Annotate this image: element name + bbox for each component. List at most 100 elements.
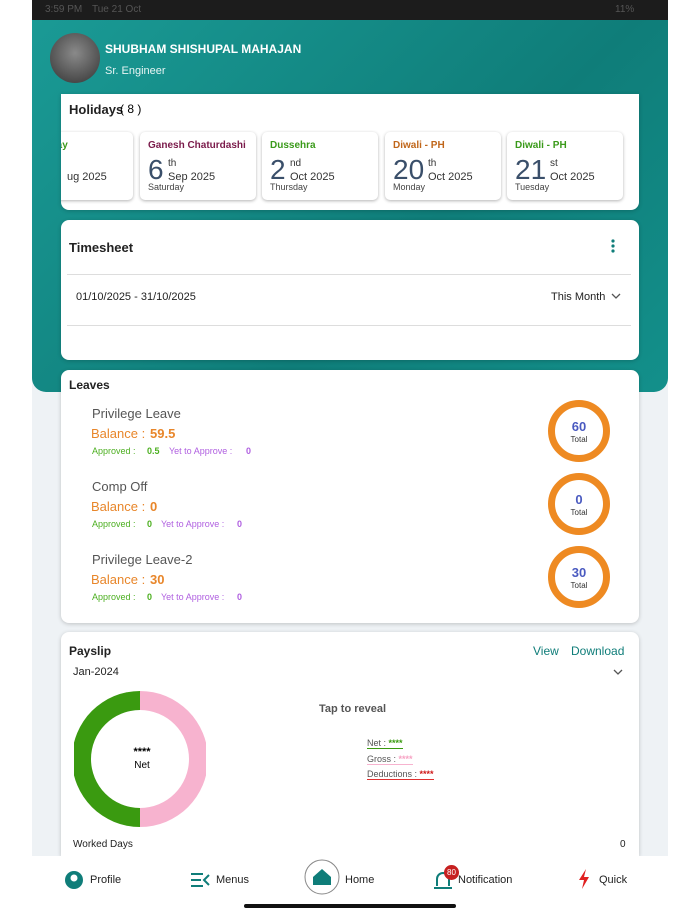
user-name: SHUBHAM SHISHUPAL MAHAJAN — [105, 42, 302, 56]
leave-total-label: Total — [570, 508, 588, 517]
avatar[interactable] — [50, 33, 100, 83]
worked-days-value: 0 — [620, 839, 626, 850]
holiday-name: Ganesh Chaturdashi — [148, 140, 246, 151]
holiday-name: Diwali - PH — [393, 140, 445, 151]
holiday-suffix: th — [168, 158, 177, 169]
holiday-name: Dussehra — [270, 140, 316, 151]
timesheet-title: Timesheet — [69, 240, 134, 255]
home-indicator — [244, 904, 456, 908]
balance-label: Balance : — [91, 426, 146, 441]
holidays-card: Holidays ( 8 ) ence day ug 2025 Ganesh Cha… — [61, 94, 639, 210]
holiday-name: ence day — [61, 140, 68, 151]
menus-icon[interactable] — [190, 872, 210, 888]
net-value: **** — [388, 738, 403, 748]
leave-total: 30 — [571, 565, 587, 580]
leave-total-label: Total — [570, 581, 588, 590]
holiday-card[interactable]: Ganesh Chaturdashi 6 th Sep 2025 Saturday — [140, 132, 256, 200]
leave-ring: 0 Total — [548, 473, 610, 535]
more-icon[interactable] — [609, 238, 617, 254]
holiday-month: Oct 2025 — [290, 171, 335, 183]
gross-label: Gross : — [367, 754, 397, 764]
pending-label: Yet to Approve : — [161, 592, 225, 602]
holiday-day: 20 — [393, 154, 425, 185]
net-row: Net : **** — [367, 738, 403, 749]
holiday-month: ug 2025 — [67, 171, 107, 183]
holiday-month: Oct 2025 — [550, 171, 595, 183]
chevron — [611, 293, 621, 299]
nav-profile[interactable]: Profile — [90, 874, 122, 886]
profile-icon[interactable] — [64, 870, 84, 890]
net-label: Net : — [367, 738, 387, 748]
holidays-title: Holidays — [69, 102, 124, 117]
nav-menus[interactable]: Menus — [216, 874, 250, 886]
holiday-weekday: Monday — [393, 182, 426, 192]
view-link[interactable]: View — [533, 644, 559, 658]
holidays-count: ( 8 ) — [120, 102, 142, 116]
leave-total-label: Total — [570, 435, 588, 444]
pending-value: 0 — [237, 592, 243, 602]
holiday-card[interactable]: Dussehra 2 nd Oct 2025 Thursday — [262, 132, 378, 200]
holiday-month: Sep 2025 — [168, 171, 216, 183]
donut-value: **** — [133, 746, 151, 758]
bottom-nav: Profile Menus Home 80 Notification Quick — [32, 856, 668, 915]
leaves-title: Leaves — [69, 378, 110, 392]
gross-row: Gross : **** — [367, 754, 413, 765]
gross-value: **** — [398, 754, 413, 764]
donut-label: Net — [134, 760, 150, 771]
holiday-day: 2 — [270, 154, 286, 185]
nav-quick[interactable]: Quick — [599, 874, 628, 886]
leave-ring: 30 Total — [548, 546, 610, 608]
balance-value: 30 — [150, 572, 165, 587]
holiday-day: 6 — [148, 154, 164, 185]
leave-name: Comp Off — [92, 479, 148, 494]
nav-notification[interactable]: Notification — [458, 874, 513, 886]
quick-icon[interactable] — [577, 868, 591, 890]
pending-label: Yet to Approve : — [169, 446, 233, 456]
nav-home[interactable]: Home — [345, 874, 375, 886]
balance-label: Balance : — [91, 499, 146, 514]
holiday-suffix: st — [550, 158, 558, 169]
balance-value: 59.5 — [150, 426, 176, 441]
worked-days-label: Worked Days — [73, 839, 133, 850]
leave-name: Privilege Leave-2 — [92, 552, 193, 567]
leave-total: 0 — [575, 492, 583, 507]
leave-name: Privilege Leave — [92, 406, 181, 421]
timesheet-filter[interactable]: This Month — [551, 291, 606, 303]
pending-label: Yet to Approve : — [161, 519, 225, 529]
status-time: 3:59 PM — [45, 4, 83, 15]
approved-label: Approved : — [92, 519, 136, 529]
approved-label: Approved : — [92, 592, 136, 602]
user-role: Sr. Engineer — [105, 65, 166, 77]
holiday-suffix: th — [428, 158, 437, 169]
timesheet-card: Timesheet 01/10/2025 - 31/10/2025 This M… — [61, 220, 639, 360]
balance-value: 0 — [150, 499, 158, 514]
holiday-weekday: Thursday — [270, 182, 308, 192]
leave-ring: 60 Total — [548, 400, 610, 462]
holiday-day: 21 — [515, 154, 547, 185]
holiday-month: Oct 2025 — [428, 171, 473, 183]
leave-total: 60 — [571, 419, 587, 434]
chevron — [613, 669, 623, 675]
approved-value: 0.5 — [147, 446, 160, 456]
approved-value: 0 — [147, 592, 153, 602]
status-bar — [32, 0, 668, 20]
leaves-card: Leaves Privilege Leave Balance : 59.5 Appro… — [61, 370, 639, 623]
approved-label: Approved : — [92, 446, 136, 456]
holiday-card[interactable]: ence day ug 2025 — [61, 132, 133, 200]
deductions-row: Deductions : **** — [367, 769, 434, 780]
pending-value: 0 — [246, 446, 252, 456]
balance-label: Balance : — [91, 572, 146, 587]
tap-to-reveal[interactable]: Tap to reveal — [319, 703, 387, 715]
payslip-title: Payslip — [69, 644, 112, 658]
divider — [67, 274, 631, 275]
payslip-month[interactable]: Jan-2024 — [73, 666, 119, 678]
home-icon[interactable] — [304, 859, 340, 895]
payslip-card: Payslip View Download Jan-2024 **** Net … — [61, 632, 639, 856]
notification-badge: 80 — [444, 865, 459, 880]
holiday-name: Diwali - PH — [515, 140, 567, 151]
status-battery: 11% — [615, 4, 635, 15]
download-link[interactable]: Download — [571, 644, 625, 658]
